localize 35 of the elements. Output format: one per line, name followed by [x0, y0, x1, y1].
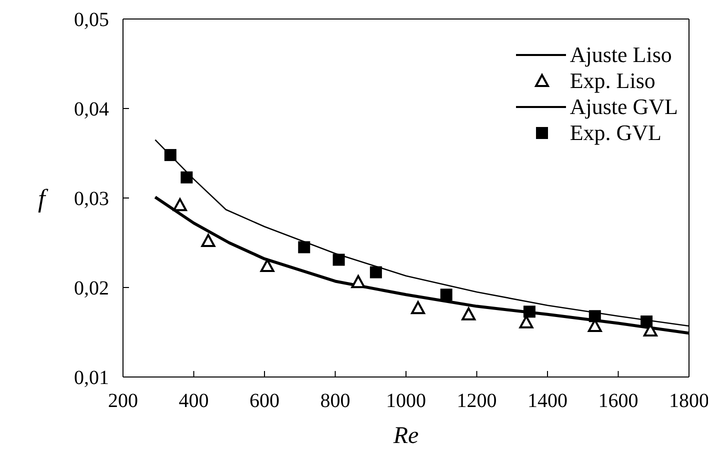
- point: [201, 234, 216, 247]
- point: [260, 259, 274, 272]
- point: [523, 306, 536, 318]
- point: [370, 266, 382, 278]
- x-axis-title: Re: [392, 423, 420, 449]
- x-tick-label: 1800: [669, 390, 709, 412]
- x-tick-label: 200: [108, 390, 138, 412]
- legend-label: Exp. GVL: [570, 120, 662, 146]
- legend-label: Ajuste Liso: [570, 42, 672, 68]
- legend-label: Exp. Liso: [570, 68, 656, 94]
- point: [172, 198, 187, 212]
- x-tick-label: 400: [178, 390, 209, 412]
- point: [332, 254, 345, 266]
- point: [588, 310, 601, 322]
- y-axis-title: f: [38, 184, 49, 214]
- point: [180, 171, 193, 184]
- y-tick-label: 0,05: [74, 9, 109, 32]
- x-tick-label: 800: [320, 390, 350, 412]
- y-tick-label: 0,03: [74, 188, 109, 210]
- point: [164, 149, 176, 162]
- point: [351, 275, 366, 288]
- legend-label: Ajuste GVL: [570, 94, 678, 120]
- x-tick-label: 1600: [598, 390, 638, 412]
- point: [440, 288, 452, 301]
- point: [298, 241, 310, 254]
- point: [640, 316, 653, 328]
- point: [462, 307, 476, 320]
- x-tick-label: 1200: [456, 390, 497, 412]
- y-tick-label: 0,02: [74, 278, 109, 300]
- x-tick-label: 1000: [386, 390, 426, 412]
- x-tick-label: 1400: [528, 390, 568, 412]
- y-tick-label: 0,01: [74, 367, 109, 390]
- y-tick-label: 0,04: [74, 98, 109, 121]
- point: [411, 301, 426, 314]
- x-tick-label: 600: [250, 390, 280, 412]
